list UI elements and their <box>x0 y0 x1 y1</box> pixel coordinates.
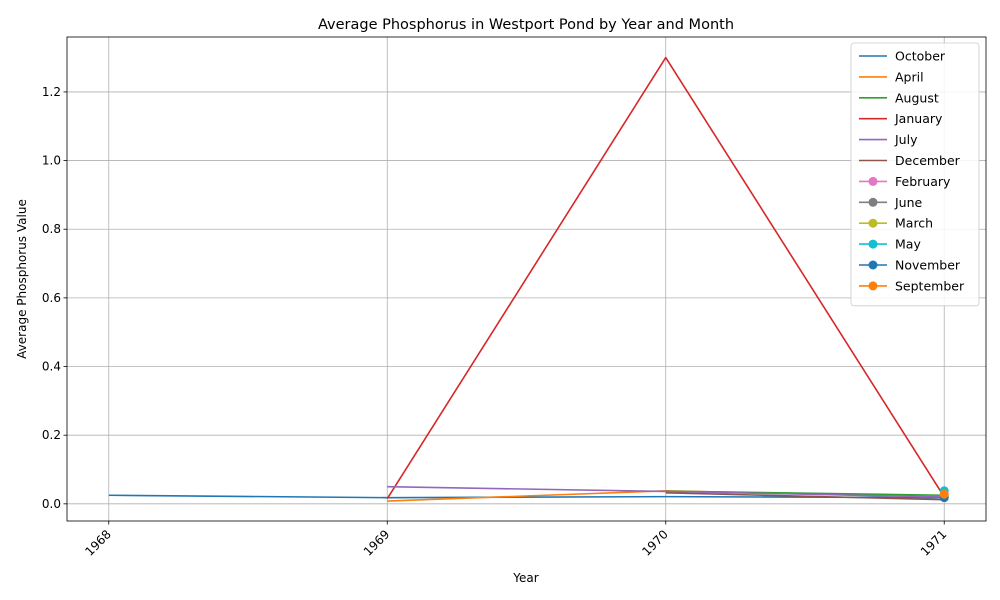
legend-label-december: December <box>895 153 961 168</box>
legend: October April August January July December Feb… <box>850 42 980 307</box>
legend-label-january: January <box>894 111 943 126</box>
legend-marker-february <box>868 176 878 186</box>
legend-marker-june <box>868 197 878 207</box>
legend-label-may: May <box>895 237 921 252</box>
legend-label-november: November <box>895 258 961 273</box>
y-tick-label: 1.2 <box>42 85 61 99</box>
y-axis-title: Average Phosphorus Value <box>15 199 29 359</box>
plot-frame <box>66 36 987 522</box>
y-tick-label: 0.6 <box>42 291 61 305</box>
legend-marker-may <box>868 239 878 249</box>
chart-title: Average Phosphorus in Westport Pond by Y… <box>318 17 734 33</box>
legend-label-march: March <box>895 216 933 231</box>
x-axis-title: Year <box>512 571 538 585</box>
series-line-october <box>108 494 945 499</box>
legend-label-july: July <box>894 132 918 147</box>
y-tick-label: 0.0 <box>42 497 61 511</box>
legend-box <box>850 42 980 307</box>
y-tick-label: 0.2 <box>42 428 61 442</box>
y-tick-label: 0.8 <box>42 222 61 236</box>
legend-marker-march <box>868 218 878 228</box>
series-line-january <box>386 56 945 500</box>
legend-label-september: September <box>895 278 965 293</box>
series-line-july <box>387 485 945 498</box>
series-lines <box>108 56 949 503</box>
legend-label-june: June <box>894 195 923 210</box>
series-line-december <box>665 492 945 501</box>
legend-label-october: October <box>895 49 946 64</box>
legend-label-august: August <box>895 90 939 105</box>
y-tick-label: 0.4 <box>42 360 61 374</box>
legend-marker-september <box>868 281 878 291</box>
legend-marker-november <box>868 260 878 270</box>
legend-label-april: April <box>895 69 924 84</box>
y-tick-label: 1.0 <box>42 154 61 168</box>
data-point-september <box>939 489 949 499</box>
legend-label-february: February <box>895 174 951 189</box>
